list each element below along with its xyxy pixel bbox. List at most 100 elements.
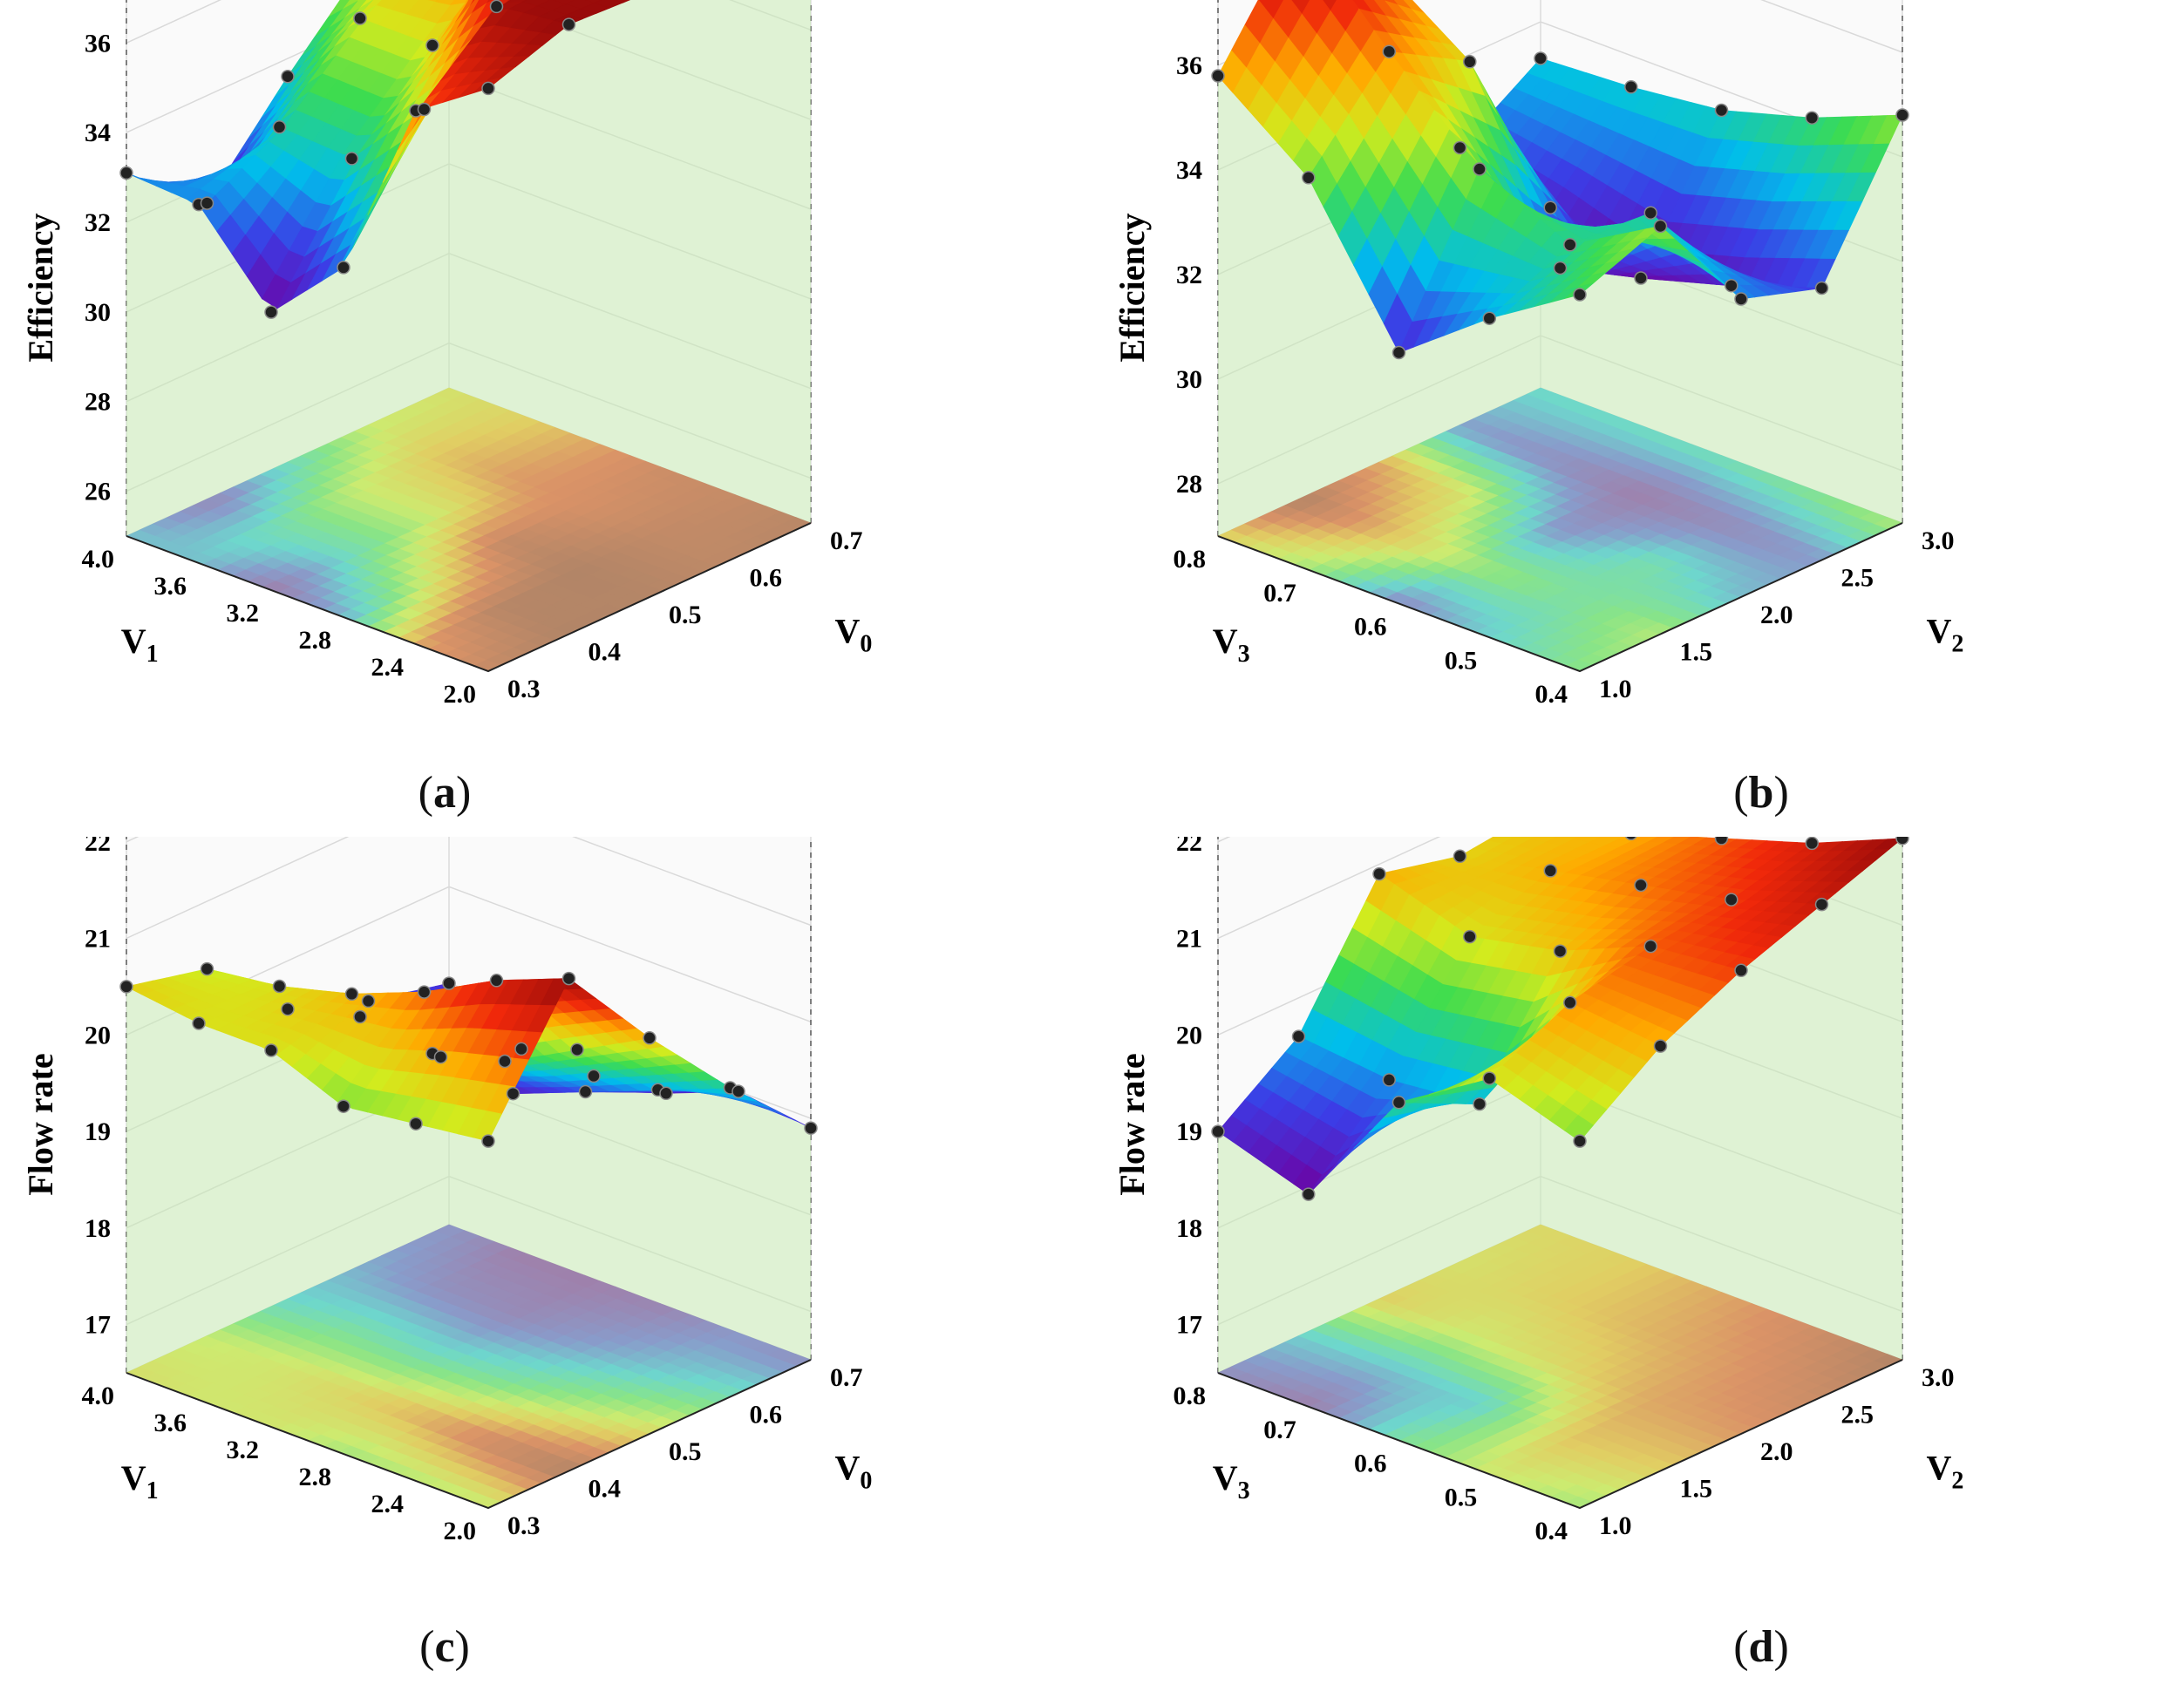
z-tick-label: 34 — [1176, 156, 1202, 185]
y-tick-label: 2.8 — [299, 626, 332, 655]
x-tick-label: 0.4 — [589, 638, 622, 667]
x-axis-subscript: 2 — [1951, 1468, 1963, 1495]
x-axis-subscript: 2 — [1951, 631, 1963, 658]
data-point — [578, 1084, 593, 1099]
right-curtain — [1580, 838, 1902, 1508]
data-point — [1643, 206, 1658, 220]
data-point — [1714, 837, 1729, 846]
panel-c: 17181920212223Flow rate0.30.40.50.60.7V0… — [0, 837, 1090, 1586]
right-curtain — [488, 0, 811, 671]
data-point — [425, 38, 439, 52]
x-tick-label: 0.7 — [830, 1363, 863, 1392]
x-axis-title: V2 — [1927, 612, 1964, 658]
y-tick-label: 2.0 — [444, 680, 477, 709]
data-point — [1553, 944, 1568, 958]
z-tick-label: 21 — [85, 925, 111, 954]
z-tick-label: 30 — [85, 298, 111, 327]
x-tick-label: 2.5 — [1841, 1401, 1874, 1430]
data-point — [1473, 1097, 1487, 1111]
left-curtain — [1218, 1078, 1580, 1508]
x-tick-label: 2.0 — [1760, 601, 1793, 629]
z-tick-label: 26 — [85, 478, 111, 506]
data-point — [1734, 292, 1748, 306]
data-point — [587, 1069, 601, 1083]
caption-b-close: ) — [1773, 768, 1789, 818]
data-point — [272, 979, 287, 994]
caption-d-close: ) — [1773, 1622, 1789, 1672]
x-tick-label: 3.0 — [1922, 526, 1955, 555]
x-tick-label: 1.0 — [1599, 1511, 1632, 1540]
base-edges — [1217, 522, 1903, 673]
y-axis-symbol: V — [121, 1458, 146, 1497]
x-axis-subscript: 0 — [860, 631, 872, 658]
x-tick-label: 0.4 — [589, 1475, 622, 1504]
data-point — [1563, 238, 1577, 252]
z-tick-label: 34 — [85, 119, 111, 147]
y-tick-label: 0.6 — [1354, 613, 1387, 642]
data-point — [1463, 55, 1477, 69]
data-point — [1482, 311, 1497, 325]
data-point — [1895, 108, 1909, 122]
data-point — [1634, 878, 1648, 893]
x-axis-subscript: 0 — [860, 1468, 872, 1495]
y-axis-subscript: 3 — [1238, 1477, 1250, 1504]
data-point — [643, 1031, 657, 1045]
z-tick-label: 18 — [85, 1214, 111, 1243]
caption-b: (b) — [1674, 767, 1848, 818]
chart-c-svg: 17181920212223Flow rate0.30.40.50.60.7V0… — [21, 837, 872, 1545]
y-tick-label: 2.4 — [371, 653, 405, 682]
x-axis-title: V2 — [1927, 1449, 1964, 1495]
z-tick-label: 20 — [85, 1021, 111, 1049]
data-point — [1573, 1134, 1587, 1148]
data-point — [1382, 44, 1397, 58]
data-point — [417, 985, 432, 999]
y-axis-title: V1 — [121, 621, 159, 668]
y-tick-label: 4.0 — [82, 545, 115, 574]
y-tick-label: 0.7 — [1263, 579, 1296, 608]
data-point — [1453, 849, 1467, 864]
data-point — [361, 994, 376, 1008]
surface-cell — [614, 0, 631, 3]
data-point — [659, 1086, 673, 1101]
base-edges — [126, 522, 812, 673]
data-point — [1382, 1073, 1397, 1087]
data-point — [337, 1099, 350, 1113]
data-point — [1453, 140, 1467, 155]
data-point — [281, 1002, 295, 1016]
data-point — [353, 11, 367, 25]
data-point — [409, 1117, 423, 1131]
x-tick-label: 1.5 — [1680, 1475, 1713, 1504]
x-tick-label: 0.5 — [669, 1437, 702, 1466]
y-axis-subscript: 1 — [146, 1477, 159, 1504]
z-tick-label: 19 — [85, 1117, 111, 1146]
data-point — [337, 261, 350, 275]
z-tick-label: 32 — [1176, 261, 1202, 289]
caption-b-open: ( — [1733, 768, 1749, 818]
data-point — [1211, 69, 1225, 83]
data-point — [1725, 278, 1738, 293]
z-tick-label: 30 — [1176, 365, 1202, 394]
y-tick-label: 0.4 — [1535, 680, 1568, 709]
data-point — [1643, 939, 1658, 954]
caption-d-letter: d — [1748, 1622, 1774, 1672]
data-point — [1391, 345, 1406, 360]
data-point — [272, 120, 287, 134]
y-axis-symbol: V — [121, 621, 146, 661]
data-point — [119, 166, 133, 180]
x-tick-label: 0.6 — [750, 1401, 783, 1430]
data-point — [1653, 1039, 1668, 1053]
data-point — [1814, 281, 1829, 295]
y-tick-label: 0.6 — [1354, 1450, 1387, 1478]
data-point — [442, 976, 456, 990]
y-tick-label: 2.0 — [444, 1517, 477, 1545]
caption-d-open: ( — [1733, 1622, 1749, 1672]
x-tick-label: 2.0 — [1760, 1437, 1793, 1466]
caption-a-open: ( — [418, 768, 433, 818]
data-point — [281, 69, 295, 84]
y-tick-label: 0.7 — [1263, 1416, 1296, 1444]
x-axis-symbol: V — [1927, 1449, 1952, 1488]
data-point — [1372, 866, 1386, 881]
data-point — [514, 1042, 528, 1056]
chart-d-svg: 17181920212223Flow rate1.01.52.02.53.0V2… — [1112, 837, 1964, 1545]
x-axis-symbol: V — [1927, 612, 1952, 651]
